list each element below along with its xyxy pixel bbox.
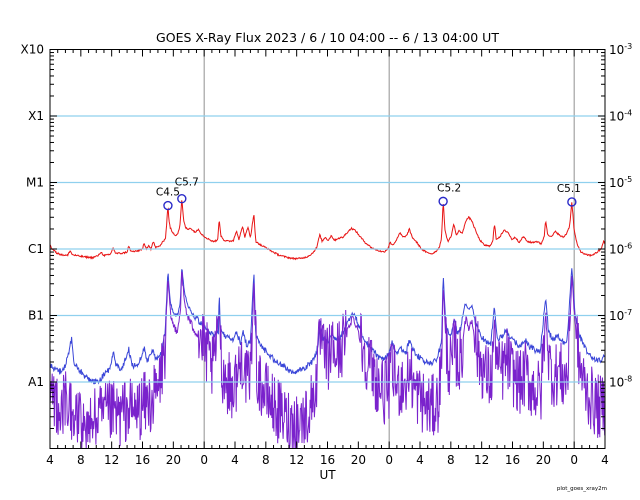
y-left-label: A1 [28,375,44,389]
x-tick-label: 20 [351,453,366,467]
y-right-label: 10-5 [609,175,632,190]
x-tick-label: 12 [474,453,489,467]
x-tick-label: 4 [231,453,239,467]
axis-labels: 4 8 12 16 20 0 4 8 12 16 20 0 4 8 12 16 20 0 4 X10 X1 M1 C1 B1 A… [21,42,633,467]
flare-label: C5.2 [437,182,461,194]
x-tick-label: 0 [385,453,393,467]
x-tick-label: 16 [505,453,520,467]
axes-frame [49,49,606,449]
y-left-label: X1 [28,109,44,123]
y-left-label: C1 [28,242,44,256]
y-right-label: 10-4 [609,109,632,124]
flare-label: C5.7 [175,177,199,189]
x-tick-label: 16 [135,453,150,467]
y-left-label: M1 [26,176,44,190]
x-tick-label: 4 [601,453,609,467]
y-left-label: B1 [28,309,44,323]
trace-xray-short-0.5-4A-sat2 [50,271,605,449]
x-tick-label: 4 [416,453,424,467]
x-tick-label: 0 [200,453,208,467]
chart-title: GOES X-Ray Flux 2023 / 6 / 10 04:00 -- 6… [156,30,499,45]
x-tick-label: 12 [104,453,119,467]
flare-marker [163,200,173,211]
trace-xray-short-0.5-4A-sat1 [50,268,605,385]
x-tick-label: 8 [447,453,455,467]
flare-label: C4.5 [156,187,180,199]
x-tick-label: 4 [46,453,54,467]
flare-annotations: C4.5C5.7 C5.2 C5.1 [156,177,581,211]
flare-marker [438,196,448,207]
flare-marker [177,194,187,204]
x-tick-label: 16 [320,453,335,467]
y-right-label: 10-8 [609,375,632,390]
flare-marker [567,197,577,207]
x-tick-label: 0 [570,453,578,467]
x-tick-label: 12 [289,453,304,467]
x-tick-label: 20 [166,453,181,467]
trace-xray-long-1-8A [50,200,605,261]
plot-script-watermark: plot_goes_xray2m [557,486,607,492]
x-axis-title: UT [319,468,336,482]
y-left-label: X10 [21,43,45,57]
x-tick-label: 8 [77,453,85,467]
y-right-label: 10-6 [609,242,632,257]
flare-label: C5.1 [557,183,581,195]
y-right-label: 10-3 [609,42,632,57]
decade-gridlines [50,115,605,383]
y-right-label: 10-7 [609,308,632,323]
flux-traces [50,200,605,449]
x-tick-label: 8 [262,453,270,467]
x-tick-label: 20 [536,453,551,467]
